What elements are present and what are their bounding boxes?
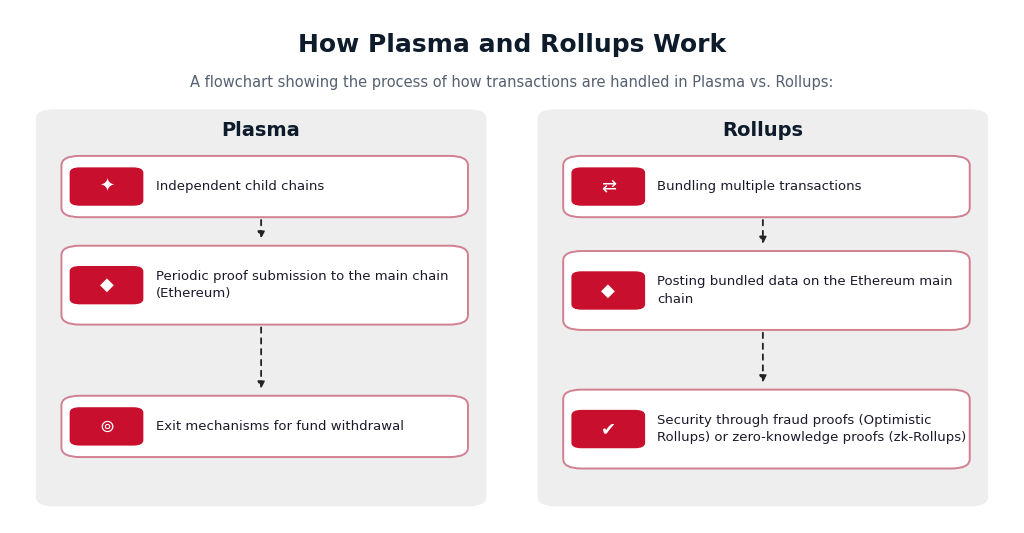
Text: ⊚: ⊚ [99,417,114,435]
Text: A flowchart showing the process of how transactions are handled in Plasma vs. Ro: A flowchart showing the process of how t… [190,75,834,90]
FancyBboxPatch shape [563,251,970,330]
Text: Posting bundled data on the Ethereum main
chain: Posting bundled data on the Ethereum mai… [657,275,953,306]
Text: ◆: ◆ [601,281,615,300]
Text: ⇄: ⇄ [601,177,615,196]
FancyBboxPatch shape [36,109,486,506]
Text: Periodic proof submission to the main chain
(Ethereum): Periodic proof submission to the main ch… [156,270,449,301]
Text: Rollups: Rollups [722,121,804,140]
FancyBboxPatch shape [563,156,970,217]
Text: ✔: ✔ [601,420,615,438]
Text: How Plasma and Rollups Work: How Plasma and Rollups Work [298,33,726,58]
Text: ◆: ◆ [99,276,114,294]
Text: Exit mechanisms for fund withdrawal: Exit mechanisms for fund withdrawal [156,420,403,433]
FancyBboxPatch shape [61,246,468,325]
FancyBboxPatch shape [70,407,143,446]
Text: ✦: ✦ [99,177,114,196]
FancyBboxPatch shape [571,410,645,448]
Text: Bundling multiple transactions: Bundling multiple transactions [657,180,862,193]
Text: Plasma: Plasma [222,121,300,140]
Text: Security through fraud proofs (Optimistic
Rollups) or zero-knowledge proofs (zk-: Security through fraud proofs (Optimisti… [657,414,967,445]
FancyBboxPatch shape [70,266,143,304]
FancyBboxPatch shape [70,167,143,206]
FancyBboxPatch shape [571,271,645,310]
FancyBboxPatch shape [61,156,468,217]
FancyBboxPatch shape [61,395,468,457]
FancyBboxPatch shape [571,167,645,206]
FancyBboxPatch shape [538,109,988,506]
Text: Independent child chains: Independent child chains [156,180,324,193]
FancyBboxPatch shape [563,390,970,469]
